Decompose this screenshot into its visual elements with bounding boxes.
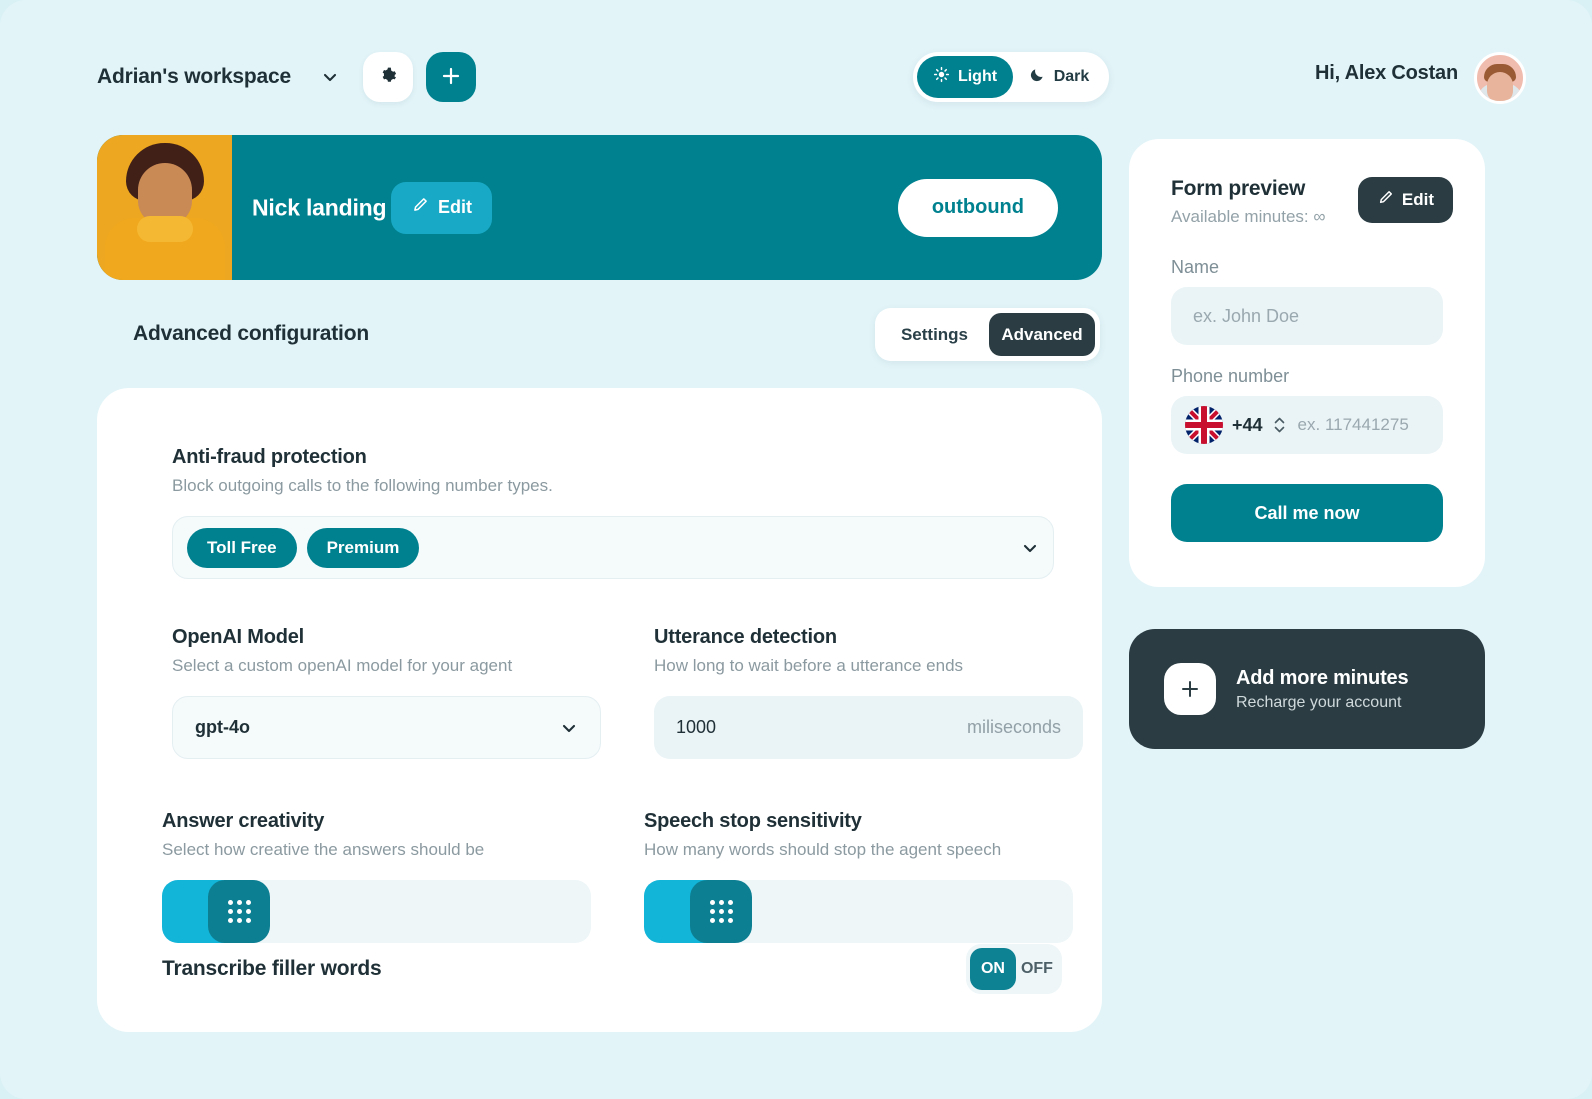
sun-icon	[933, 66, 950, 88]
tab-settings[interactable]: Settings	[900, 324, 969, 344]
plus-icon	[1164, 663, 1216, 715]
top-bar: Adrian's workspace	[0, 0, 1592, 120]
workspace-name: Adrian's workspace	[97, 65, 291, 88]
available-minutes: Available minutes: ∞	[1171, 207, 1326, 226]
config-tabs: Settings Advanced	[875, 308, 1100, 361]
form-preview-card: Form preview Available minutes: ∞ Edit N…	[1129, 139, 1485, 587]
theme-dark-label: Dark	[1053, 68, 1090, 85]
agent-name: Nick landing	[252, 194, 387, 220]
add-minutes-subtitle: Recharge your account	[1236, 693, 1402, 711]
filler-toggle-on[interactable]: ON	[970, 948, 1016, 990]
antifraud-section: Anti-fraud protection Block outgoing cal…	[172, 446, 1054, 579]
agent-edit-label: Edit	[438, 197, 472, 217]
speech-stop-subtitle: How many words should stop the agent spe…	[644, 840, 1002, 859]
tag-premium[interactable]: Premium	[306, 527, 420, 568]
avatar[interactable]	[1474, 52, 1526, 104]
utterance-unit: miliseconds	[966, 717, 1061, 737]
filler-words-label: Transcribe filler words	[162, 957, 382, 980]
tag-toll-free[interactable]: Toll Free	[187, 527, 297, 568]
utterance-field: Utterance detection How long to wait bef…	[654, 626, 1083, 759]
add-button[interactable]	[425, 52, 476, 102]
speech-stop-slider-handle[interactable]	[690, 880, 752, 943]
moon-icon	[1029, 66, 1046, 88]
sliders-row: Answer creativity Select how creative th…	[162, 810, 1073, 943]
uk-flag-icon	[1185, 406, 1223, 444]
filler-toggle-off[interactable]: OFF	[1020, 960, 1053, 977]
theme-light-label: Light	[957, 68, 998, 85]
speech-stop-field: Speech stop sensitivity How many words s…	[644, 810, 1073, 943]
chevron-down-icon[interactable]	[319, 66, 341, 88]
call-me-now-button[interactable]: Call me now	[1171, 484, 1443, 542]
openai-model-title: OpenAI Model	[172, 626, 305, 648]
add-minutes-card[interactable]: Add more minutes Recharge your account	[1129, 629, 1485, 749]
speech-stop-title: Speech stop sensitivity	[644, 810, 862, 832]
advanced-config-card: Anti-fraud protection Block outgoing cal…	[97, 388, 1102, 1032]
phone-label: Phone number	[1171, 366, 1290, 386]
antifraud-subtitle: Block outgoing calls to the following nu…	[172, 476, 553, 495]
form-preview-edit-label: Edit	[1401, 190, 1434, 209]
openai-model-value: gpt-4o	[195, 717, 250, 737]
phone-placeholder: ex. 117441275	[1297, 415, 1409, 434]
theme-option-light[interactable]: Light	[917, 56, 1013, 98]
theme-option-dark[interactable]: Dark	[1013, 56, 1105, 98]
creativity-field: Answer creativity Select how creative th…	[162, 810, 591, 943]
drag-dots-icon	[227, 900, 251, 923]
dial-code: +44	[1232, 414, 1263, 435]
creativity-slider-handle[interactable]	[208, 880, 270, 943]
model-utterance-row: OpenAI Model Select a custom openAI mode…	[172, 626, 1083, 759]
workspace-switcher[interactable]: Adrian's workspace	[97, 52, 476, 102]
pencil-icon	[411, 196, 429, 219]
utterance-title: Utterance detection	[654, 626, 837, 648]
agent-edit-button[interactable]: Edit	[391, 181, 492, 234]
page-title: Advanced configuration	[133, 322, 369, 345]
form-preview-title: Form preview	[1171, 177, 1306, 200]
antifraud-title: Anti-fraud protection	[172, 446, 367, 468]
add-minutes-title: Add more minutes	[1236, 666, 1409, 689]
utterance-subtitle: How long to wait before a utterance ends	[654, 656, 964, 675]
settings-button[interactable]	[362, 52, 413, 102]
add-minutes-text: Add more minutes Recharge your account	[1236, 666, 1409, 712]
up-down-chevron-icon[interactable]	[1274, 417, 1285, 433]
gear-icon	[378, 66, 398, 89]
speech-stop-slider[interactable]	[644, 880, 1073, 943]
openai-model-subtitle: Select a custom openAI model for your ag…	[172, 656, 513, 675]
openai-model-field: OpenAI Model Select a custom openAI mode…	[172, 626, 601, 759]
utterance-input[interactable]: 1000 miliseconds	[654, 696, 1083, 759]
creativity-title: Answer creativity	[162, 810, 325, 832]
tab-advanced[interactable]: Advanced	[988, 313, 1095, 356]
form-preview-edit-button[interactable]: Edit	[1357, 177, 1453, 223]
agent-banner: Nick landing Edit outbound	[97, 135, 1102, 280]
chevron-down-icon[interactable]	[560, 719, 578, 737]
user-greeting: Hi, Alex Costan	[1315, 62, 1458, 84]
name-field[interactable]: ex. John Doe	[1171, 287, 1443, 345]
direction-badge[interactable]: outbound	[897, 178, 1058, 237]
openai-model-select[interactable]: gpt-4o	[172, 696, 601, 759]
antifraud-select[interactable]: Toll Free Premium	[172, 516, 1054, 579]
name-label: Name	[1171, 257, 1220, 277]
phone-field[interactable]: +44 ex. 117441275	[1171, 396, 1443, 454]
plus-icon	[440, 65, 462, 90]
creativity-slider[interactable]	[162, 880, 591, 943]
pencil-icon	[1377, 189, 1394, 211]
filler-words-toggle[interactable]: ON OFF	[966, 944, 1062, 994]
filler-words-row: Transcribe filler words ON OFF	[162, 944, 1062, 994]
chevron-down-icon[interactable]	[1021, 539, 1039, 557]
drag-dots-icon	[709, 900, 733, 923]
creativity-subtitle: Select how creative the answers should b…	[162, 840, 485, 859]
utterance-value: 1000	[676, 717, 717, 737]
theme-toggle[interactable]: Light Dark	[913, 52, 1109, 102]
agent-photo	[97, 135, 232, 280]
